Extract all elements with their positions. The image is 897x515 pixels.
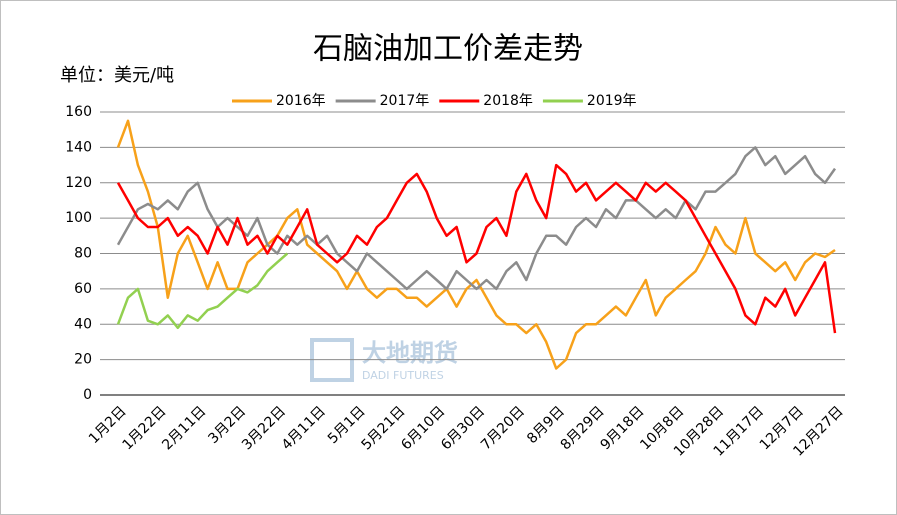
y-tick-label: 160 [65, 104, 92, 120]
y-tick-label: 60 [74, 281, 92, 297]
y-tick-label: 0 [83, 387, 92, 403]
y-tick-label: 100 [65, 210, 92, 226]
y-tick-label: 80 [74, 246, 92, 262]
legend-label: 2019年 [587, 93, 637, 109]
y-tick-label: 20 [74, 352, 92, 368]
legend-label: 2018年 [483, 93, 533, 109]
legend-label: 2017年 [380, 93, 430, 109]
line-series [116, 163, 837, 334]
watermark-name: 大地期货 [362, 339, 458, 367]
y-tick-label: 120 [65, 175, 92, 191]
chart-title: 石脑油加工价差走势 [313, 32, 583, 67]
y-tick-label: 140 [65, 139, 92, 155]
y-tick-label: 40 [74, 316, 92, 332]
watermark-subtitle: DADI FUTURES [362, 369, 444, 382]
legend-label: 2016年 [276, 93, 326, 109]
line-series [116, 146, 837, 291]
line-series [116, 252, 289, 330]
y-axis-label: 单位：美元/吨 [60, 65, 174, 86]
